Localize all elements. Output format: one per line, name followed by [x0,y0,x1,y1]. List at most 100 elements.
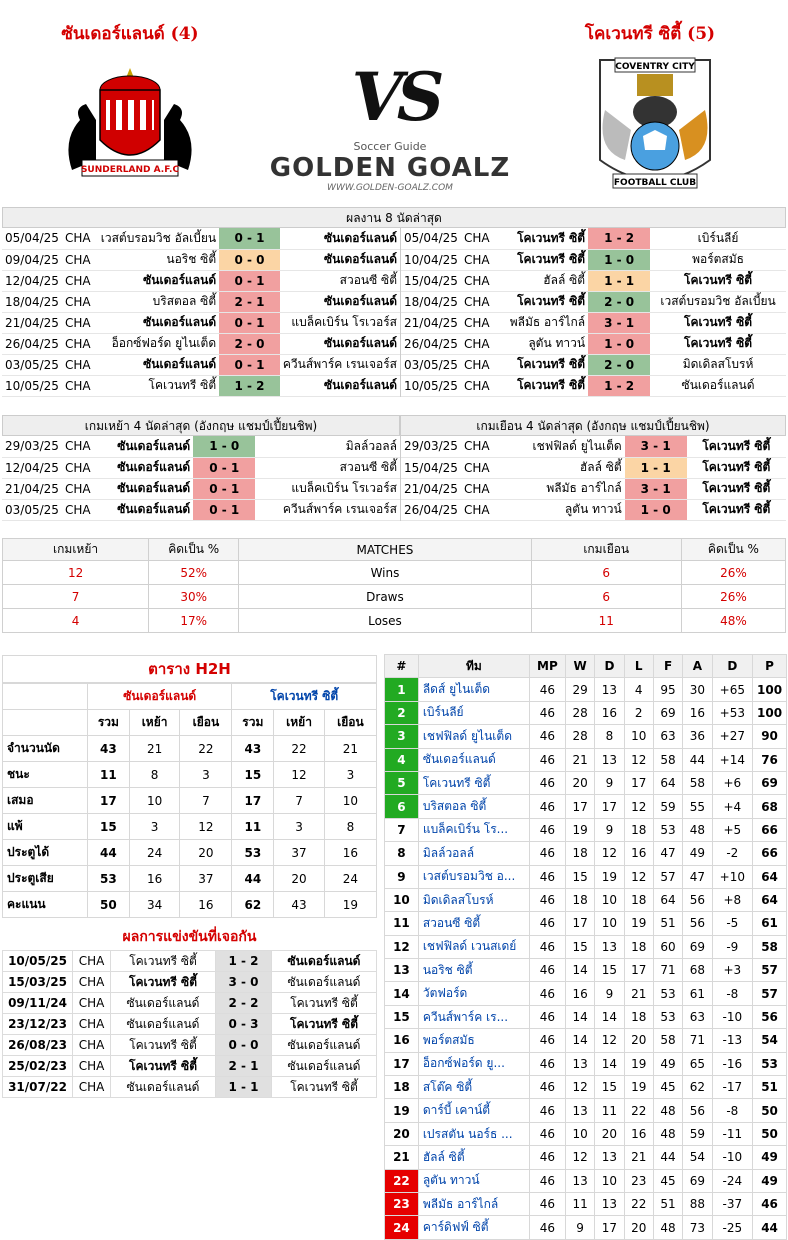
standings-pos: 19 [384,1098,419,1123]
standings-team[interactable]: นอริช ซิตี้ [417,958,530,983]
standings-pos: 15 [384,1004,419,1030]
h2h-value: 24 [128,839,181,866]
standings-team[interactable]: ลูตัน ทาวน์ [417,1168,530,1193]
match-date: 15/04/25 [401,457,461,479]
standings-d: 9 [594,981,625,1006]
match-date: 18/04/25 [401,291,461,313]
standings-l: 12 [623,747,654,772]
standings-team[interactable]: บริสตอล ซิตี้ [417,794,530,819]
h2h-label: แพ้ [2,813,88,840]
standings-f: 47 [652,841,684,866]
standings-l: 12 [623,864,654,889]
away-team: ควีนส์พาร์ค เรนเจอร์ส [255,499,400,521]
standings-team[interactable]: เบิร์นลีย์ [417,700,530,726]
home-pct: 30% [148,584,240,609]
past-score: 1 - 1 [215,1076,272,1098]
standings-l: 23 [623,1168,654,1193]
standings-d: 17 [594,1215,625,1240]
standings-points: 61 [752,911,787,936]
past-row: 26/08/23 CHA โคเวนทรี ซิตี้ 0 - 0 ซันเดอร์แล… [2,1034,377,1056]
last8-home-table: 05/04/25 CHA เวสต์บรอมวิช อัลเบี้ยน 0 - 1 ซั… [2,228,400,397]
standings-team[interactable]: เชฟฟิลด์ ยูไนเต็ด [417,724,530,749]
past-home: โคเวนทรี ซิตี้ [110,971,216,993]
standings-team[interactable]: มิลล์วอลล์ [417,841,530,866]
standings-mp: 46 [528,841,566,866]
h2h-value: 22 [179,735,233,762]
standings-gd: +6 [711,770,754,796]
standings-pos: 14 [384,981,419,1006]
standings-team[interactable]: พอร์ตสมัธ [417,1028,530,1053]
standings-d: 17 [594,794,625,819]
standings-gd: -5 [711,911,754,936]
past-away: ซันเดอร์แลนด์ [271,971,377,993]
standings-d: 10 [594,911,625,936]
h2h-section: ตาราง H2H ซันเดอร์แลนด์ โคเวนทรี ซิตี้ ร… [2,655,378,918]
standings-team[interactable]: สโต๊ค ซิตี้ [417,1075,530,1100]
standings-team[interactable]: เชฟฟิลด์ เวนสเดย์ [417,934,530,960]
standings-gd: +65 [711,677,754,702]
result-row: 21/04/25 CHA พลีมัธ อาร์ไกล์ 3 - 1 โคเวนทรี … [401,478,786,500]
match-date: 29/03/25 [2,436,62,458]
standings-team[interactable]: ลีดส์ ยูไนเต็ด [417,677,530,702]
standings-f: 69 [652,700,684,726]
standings-f: 45 [652,1075,684,1100]
standings-f: 44 [652,1145,684,1170]
last8-away-table: 05/04/25 CHA โคเวนทรี ซิตี้ 1 - 2 เบิร์นลีย์… [401,228,786,397]
standings-team[interactable]: คาร์ดิฟฟ์ ซิตี้ [417,1215,530,1240]
standings-team[interactable]: โคเวนทรี ซิตี้ [417,770,530,796]
standings-mp: 46 [528,887,566,913]
standings-points: 64 [752,887,787,913]
match-comp: CHA [61,249,98,271]
past-score: 0 - 3 [215,1013,272,1035]
result-row: 05/04/25 CHA เวสต์บรอมวิช อัลเบี้ยน 0 - 1 ซั… [2,228,400,250]
standings-mp: 46 [528,817,566,843]
standings-team[interactable]: ดาร์บี้ เคาน์ตี้ [417,1098,530,1123]
standings-team[interactable]: สวอนซี ซิตี้ [417,911,530,936]
past-home: ซันเดอร์แลนด์ [110,1076,216,1098]
standings-pos: 24 [384,1215,419,1240]
match-comp: CHA [62,478,98,500]
result-row: 12/04/25 CHA ซันเดอร์แลนด์ 0 - 1 สวอนซี ซิตี… [2,270,400,292]
standings-row: 16 พอร์ตสมัธ 46 14 12 20 58 71 -13 54 [384,1028,787,1053]
standings-team[interactable]: แบล็คเบิร์น โร... [417,817,530,843]
standings-team[interactable]: เปรสตัน นอร์ธ ... [417,1121,530,1147]
standings-f: 58 [652,747,684,772]
golden-goalz-logo: Soccer Guide GOLDEN GOALZ WWW.GOLDEN-GOA… [255,140,525,193]
standings-mp: 46 [528,724,566,749]
standings-gd: -24 [711,1168,754,1193]
last4-section: เกมเหย้า 4 นัดล่าสุด (อังกฤษ แชมป์เปี้ยน… [2,415,786,521]
match-date: 21/04/25 [2,478,62,500]
h2h-sub-corner [2,709,88,736]
standings-team[interactable]: ควีนส์พาร์ค เร... [417,1004,530,1030]
standings-l: 12 [623,794,654,819]
standings-a: 71 [682,1028,713,1053]
standings-points: 76 [752,747,787,772]
h2h-value: 21 [323,735,378,762]
standings-d: 10 [594,1168,625,1193]
standings-team[interactable]: พลีมัธ อาร์ไกล์ [417,1191,530,1217]
standings-points: 68 [752,794,787,819]
standings-l: 20 [623,1028,654,1053]
standings-w: 13 [564,1051,596,1077]
standings-row: 22 ลูตัน ทาวน์ 46 13 10 23 45 69 -24 49 [384,1168,787,1193]
standings-l: 18 [623,887,654,913]
home-team: โคเวนทรี ซิตี้ [497,249,589,271]
standings-team[interactable]: ฮัลล์ ซิตี้ [417,1145,530,1170]
standings-team[interactable]: ซันเดอร์แลนด์ [417,747,530,772]
home-team: พลีมัธ อาร์ไกล์ [497,312,589,334]
standings-pos: 8 [384,841,419,866]
match-comp: CHA [61,291,98,313]
standings-pos: 16 [384,1028,419,1053]
match-score: 1 - 0 [193,436,256,458]
standings-team[interactable]: มิดเดิลสโบรห์ [417,887,530,913]
matches-hdr-label: MATCHES [238,538,532,561]
standings-team[interactable]: อ็อกซ์ฟอร์ด ยู... [417,1051,530,1077]
standings-team[interactable]: วัตฟอร์ด [417,981,530,1006]
away-pct: 26% [680,560,787,585]
standings-team[interactable]: เวสต์บรอมวิช อ... [417,864,530,889]
standings-pos: 6 [384,794,419,819]
standings-l: 22 [623,1098,654,1123]
h2h-row: จำนวนนัด 43 21 22 43 22 21 [2,735,378,762]
standings-mp: 46 [528,770,566,796]
past-away: ซันเดอร์แลนด์ [271,1055,377,1077]
